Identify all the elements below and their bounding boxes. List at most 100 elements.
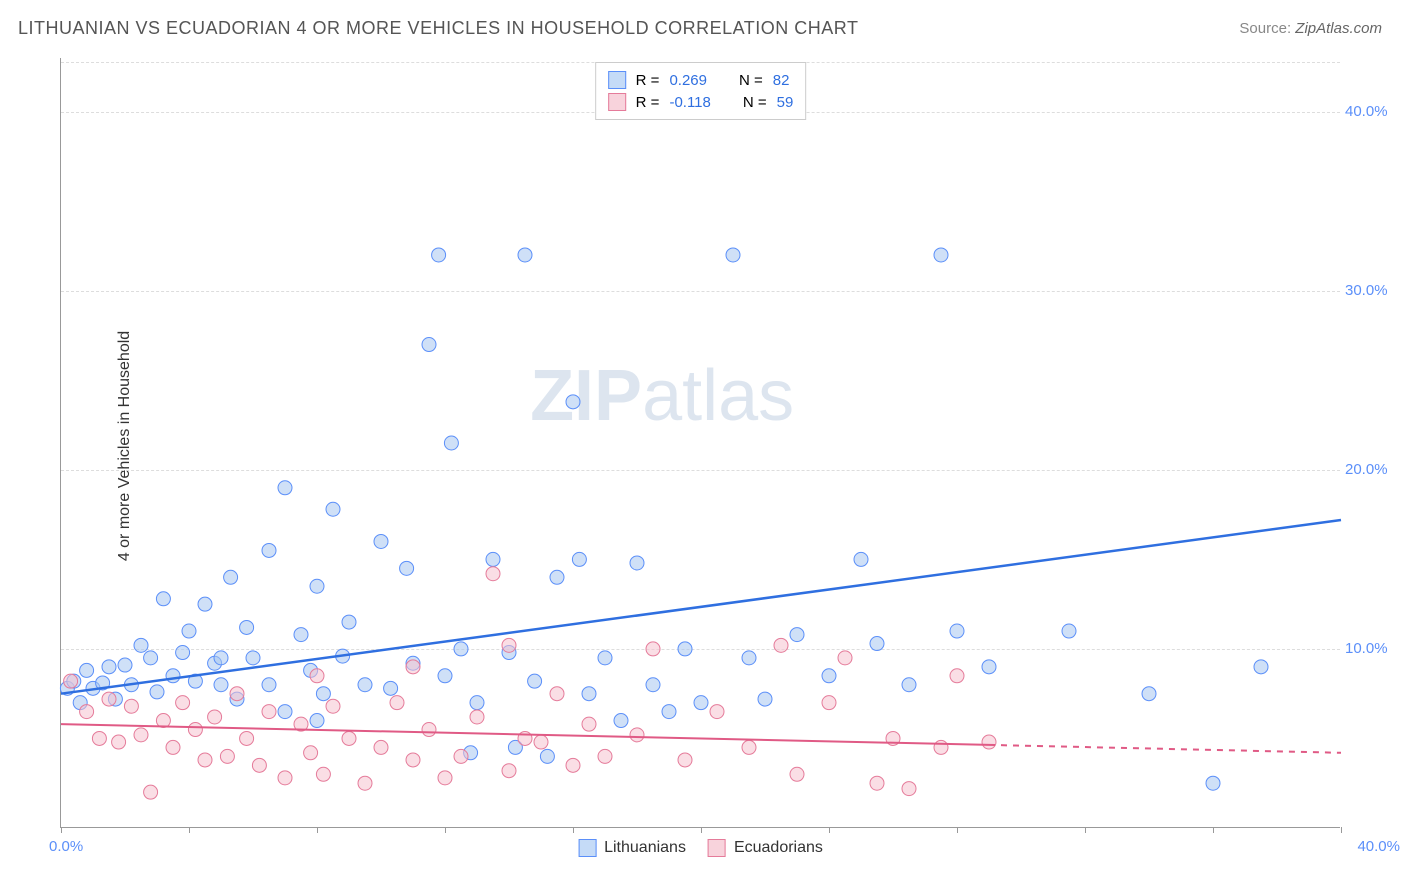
- data-point: [486, 552, 500, 566]
- x-axis-origin-label: 0.0%: [49, 838, 83, 855]
- data-point: [774, 638, 788, 652]
- data-point: [326, 699, 340, 713]
- x-tick: [189, 827, 190, 833]
- data-point: [374, 534, 388, 548]
- data-point: [198, 753, 212, 767]
- legend-label-2: Ecuadorians: [734, 839, 823, 857]
- data-point: [438, 669, 452, 683]
- legend-label-1: Lithuanians: [604, 839, 686, 857]
- data-point: [252, 758, 266, 772]
- n-value-1: 82: [773, 72, 790, 89]
- data-point: [870, 776, 884, 790]
- data-point: [262, 705, 276, 719]
- data-point: [406, 753, 420, 767]
- n-label-1: N =: [739, 72, 763, 89]
- data-point: [950, 624, 964, 638]
- y-tick-label: 20.0%: [1345, 461, 1400, 478]
- data-point: [822, 696, 836, 710]
- stat-row-series-2: R = -0.118 N = 59: [608, 91, 794, 113]
- data-point: [198, 597, 212, 611]
- source-label: Source:: [1239, 20, 1291, 37]
- source-citation: Source: ZipAtlas.com: [1239, 20, 1382, 37]
- data-point: [566, 395, 580, 409]
- data-point: [240, 731, 254, 745]
- data-point: [156, 592, 170, 606]
- data-point: [528, 674, 542, 688]
- data-point: [400, 561, 414, 575]
- data-point: [758, 692, 772, 706]
- data-point: [950, 669, 964, 683]
- x-tick: [573, 827, 574, 833]
- data-point: [342, 731, 356, 745]
- data-point: [582, 687, 596, 701]
- data-point: [176, 646, 190, 660]
- data-point: [870, 637, 884, 651]
- data-point: [358, 776, 372, 790]
- data-point: [1062, 624, 1076, 638]
- data-point: [582, 717, 596, 731]
- trend-line-dashed: [989, 745, 1341, 753]
- data-point: [742, 740, 756, 754]
- data-point: [438, 771, 452, 785]
- data-point: [454, 749, 468, 763]
- data-point: [384, 681, 398, 695]
- data-point: [102, 692, 116, 706]
- data-point: [742, 651, 756, 665]
- data-point: [80, 663, 94, 677]
- data-point: [534, 735, 548, 749]
- trend-line: [61, 520, 1341, 694]
- data-point: [118, 658, 132, 672]
- data-point: [678, 642, 692, 656]
- data-point: [278, 481, 292, 495]
- x-axis-max-label: 40.0%: [1357, 838, 1400, 855]
- data-point: [902, 782, 916, 796]
- x-tick: [1085, 827, 1086, 833]
- data-point: [220, 749, 234, 763]
- chart-svg: [61, 58, 1340, 827]
- data-point: [598, 749, 612, 763]
- n-value-2: 59: [777, 94, 794, 111]
- r-label-1: R =: [636, 72, 660, 89]
- data-point: [304, 746, 318, 760]
- data-point: [342, 615, 356, 629]
- data-point: [678, 753, 692, 767]
- data-point: [838, 651, 852, 665]
- data-point: [208, 710, 222, 724]
- data-point: [262, 543, 276, 557]
- data-point: [112, 735, 126, 749]
- chart-title: LITHUANIAN VS ECUADORIAN 4 OR MORE VEHIC…: [18, 18, 858, 39]
- x-tick: [829, 827, 830, 833]
- data-point: [1142, 687, 1156, 701]
- data-point: [150, 685, 164, 699]
- data-point: [358, 678, 372, 692]
- data-point: [710, 705, 724, 719]
- data-point: [316, 767, 330, 781]
- x-tick: [317, 827, 318, 833]
- data-point: [326, 502, 340, 516]
- data-point: [134, 728, 148, 742]
- x-tick: [1213, 827, 1214, 833]
- data-point: [630, 728, 644, 742]
- data-point: [310, 579, 324, 593]
- data-point: [134, 638, 148, 652]
- data-point: [124, 699, 138, 713]
- x-tick: [61, 827, 62, 833]
- data-point: [454, 642, 468, 656]
- data-point: [406, 660, 420, 674]
- data-point: [822, 669, 836, 683]
- data-point: [502, 638, 516, 652]
- swatch-series-2: [608, 93, 626, 111]
- data-point: [144, 651, 158, 665]
- data-point: [214, 678, 228, 692]
- data-point: [422, 338, 436, 352]
- x-tick: [445, 827, 446, 833]
- data-point: [240, 620, 254, 634]
- data-point: [176, 696, 190, 710]
- statistics-legend: R = 0.269 N = 82 R = -0.118 N = 59: [595, 62, 807, 120]
- data-point: [540, 749, 554, 763]
- data-point: [310, 714, 324, 728]
- data-point: [102, 660, 116, 674]
- data-point: [934, 248, 948, 262]
- legend-swatch-1: [578, 839, 596, 857]
- data-point: [166, 669, 180, 683]
